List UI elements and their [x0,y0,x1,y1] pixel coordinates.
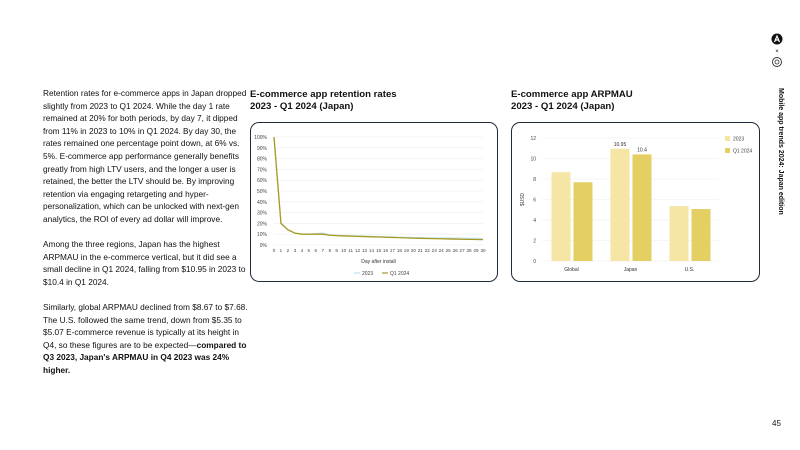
x-axis-label: Day after install [361,259,395,265]
bar-U.S.-2023 [669,206,689,261]
y-tick-label: 30% [257,211,268,217]
x-tick-label: 7 [321,248,324,253]
x-tick-label: 26 [453,248,459,253]
x-tick-label: Japan [624,267,638,273]
y-tick-label: 0 [533,259,536,265]
x-tick-label: 17 [390,248,396,253]
chart-subtitle: 2023 - Q1 2024 (Japan) [250,101,354,112]
x-tick-label: 30 [480,248,486,253]
paragraph-bold-text: compared to Q3 2023, Japan's ARPMAU in Q… [43,339,247,376]
bar-U.S.-Q1-2024 [691,209,711,261]
x-tick-label: 4 [301,248,304,253]
y-tick-label: 90% [257,146,268,152]
brand-logos: × [771,33,783,67]
y-tick-label: 6 [533,198,536,204]
partner-logo-icon [772,57,782,67]
legend-label: 2023 [362,271,373,277]
bar-Japan-Q1-2024 [632,154,652,261]
y-tick-label: 2 [533,239,536,245]
x-tick-label: 28 [467,248,473,253]
y-tick-label: 10 [530,157,536,163]
side-title: Mobile app trends 2024: Japan edition [777,88,784,215]
x-tick-label: 10 [341,248,347,253]
y-tick-label: 10% [257,232,268,238]
y-tick-label: 80% [257,157,268,163]
arpmau-chart-svg: 0 2 4 6 8 10 12 $USD Global 10.95 10.4 Japan U.S. 202… [520,136,752,273]
x-tick-label: Global [564,267,578,273]
x-tick-label: 8 [328,248,331,253]
data-label: 10.95 [614,142,627,148]
x-tick-label: 3 [294,248,297,253]
x-tick-label: 14 [369,248,375,253]
y-tick-label: 20% [257,221,268,227]
bar-Japan-2023 [610,148,630,261]
bar-Global-Q1-2024 [573,182,593,261]
x-tick-label: 5 [308,248,311,253]
x-tick-label: 12 [355,248,361,253]
x-tick-label: 0 [273,248,276,253]
bar-Global-2023 [551,172,571,261]
y-tick-label: 60% [257,178,268,184]
page-number: 45 [772,419,781,428]
y-tick-label: 8 [533,177,536,183]
chart-subtitle: 2023 - Q1 2024 (Japan) [511,101,615,112]
arpmau-chart: 0 2 4 6 8 10 12 $USD Global 10.95 10.4 Japan U.S. 202… [511,122,760,282]
y-axis-label: $USD [520,192,526,206]
x-tick-label: 16 [383,248,389,253]
paragraph-global-arpmau: Similarly, global ARPMAU declined from $… [43,301,248,377]
legend-label: Q1 2024 [390,271,409,277]
x-tick-label: 13 [362,248,368,253]
x-tick-label: 29 [473,248,479,253]
x-tick-label: U.S. [685,267,695,273]
x-tick-label: 2 [287,248,290,253]
data-label: 10.4 [637,147,647,153]
y-tick-label: 70% [257,167,268,173]
arpmau-chart-title: E-commerce app ARPMAU 2023 - Q1 2024 (Jap… [511,89,633,113]
x-tick-label: 24 [439,248,445,253]
logo-separator: × [775,49,779,55]
y-tick-label: 100% [254,135,267,141]
x-tick-label: 20 [411,248,417,253]
y-tick-label: 0% [260,243,268,249]
x-tick-label: 1 [280,248,283,253]
retention-chart-svg: 0%10%20%30%40%50%60%70%80%90%100%0 1 2 3 4 5 6… [254,135,486,277]
series-line-Q1-2024 [273,136,484,241]
retention-chart: 0% 10% 20% 30% 40% 50% 60% 70% 80% 90% 100% 0 1 2 3 4 5 6… [250,122,498,282]
x-tick-label: 23 [432,248,438,253]
x-tick-label: 11 [348,248,353,253]
chart-title: E-commerce app retention rates [250,89,397,100]
legend-swatch [725,136,730,141]
legend-label: 2023 [733,137,744,143]
y-tick-label: 50% [257,189,268,195]
paragraph-text: Similarly, global ARPMAU declined from $… [43,302,248,350]
y-tick-label: 40% [257,200,268,206]
body-text: Retention rates for e-commerce apps in J… [43,87,248,389]
x-tick-label: 9 [335,248,338,253]
x-tick-label: 25 [446,248,452,253]
legend-label: Q1 2024 [733,149,752,155]
y-tick-label: 12 [530,136,536,142]
x-tick-label: 19 [404,248,410,253]
retention-chart-title: E-commerce app retention rates 2023 - Q1 … [250,89,397,113]
x-tick-label: 21 [418,248,424,253]
y-tick-label: 4 [533,218,536,224]
paragraph-retention: Retention rates for e-commerce apps in J… [43,88,247,224]
x-tick-label: 15 [376,248,382,253]
x-tick-label: 18 [397,248,403,253]
x-tick-label: 6 [315,248,318,253]
chart-title: E-commerce app ARPMAU [511,89,633,100]
paragraph-japan-arpmau: Among the three regions, Japan has the h… [43,239,246,287]
x-tick-label: 27 [460,248,466,253]
legend-swatch [725,148,730,153]
x-tick-label: 22 [425,248,431,253]
